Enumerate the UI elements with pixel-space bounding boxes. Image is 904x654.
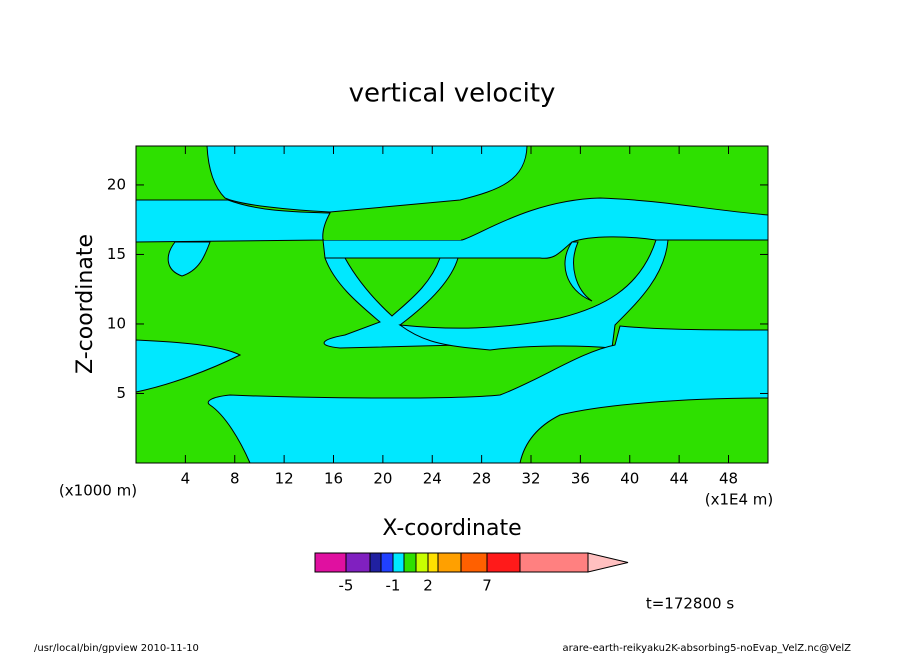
y-tick-label: 20 [107, 175, 126, 193]
x-tick-label: 36 [571, 470, 590, 488]
x-tick-label: 8 [230, 470, 240, 488]
x-tick-label: 4 [181, 470, 191, 488]
region-negative [398, 239, 669, 351]
region-negative [167, 241, 211, 277]
contour-field [135, 145, 769, 464]
colorbar: -5 -1 2 7 [314, 552, 629, 595]
colorbar-segment [392, 552, 405, 573]
colorbar-tick-label: 7 [482, 577, 492, 595]
colorbar-segment [403, 552, 417, 573]
colorbar-extension [587, 552, 629, 573]
x-tick-label: 48 [719, 470, 738, 488]
colorbar-segment [519, 552, 589, 573]
x-tick-label: 28 [472, 470, 491, 488]
y-tick-label: 15 [107, 245, 126, 263]
x-tick-label: 20 [373, 470, 392, 488]
colorbar-segment [460, 552, 488, 573]
y-tick-label: 5 [116, 384, 126, 402]
colorbar-segment [427, 552, 439, 573]
x-tick-label: 40 [620, 470, 639, 488]
x-tick-label: 32 [521, 470, 540, 488]
region-negative [135, 339, 242, 393]
y-unit-label: (x1000 m) [59, 482, 137, 500]
plot-frame [135, 145, 769, 464]
region-positive [324, 212, 461, 240]
colorbar-segment [437, 552, 462, 573]
time-label: t=172800 s [646, 595, 734, 613]
y-tick-label: 10 [107, 314, 126, 332]
x-unit-label: (x1E4 m) [705, 491, 774, 509]
region-negative [135, 199, 331, 243]
colorbar-tick-label: 2 [423, 577, 433, 595]
x-tick-label: 24 [423, 470, 442, 488]
footer-right: arare-earth-reikyaku2K-absorbing5-noEvap… [563, 643, 852, 654]
colorbar-segment [486, 552, 521, 573]
region-negative [206, 145, 528, 213]
chart-title: vertical velocity [349, 79, 556, 109]
colorbar-segment [345, 552, 371, 573]
colorbar-segment [380, 552, 394, 573]
y-axis-label: Z-coordinate [73, 234, 98, 374]
footer-left: /usr/local/bin/gpview 2010-11-10 [34, 643, 199, 654]
x-tick-label: 12 [275, 470, 294, 488]
colorbar-segment [369, 552, 382, 573]
colorbar-tick-label: -5 [339, 577, 354, 595]
colorbar-segment [415, 552, 429, 573]
region-negative [207, 325, 769, 464]
x-tick-label: 44 [670, 470, 689, 488]
region-negative [322, 197, 769, 259]
colorbar-segment [314, 552, 347, 573]
x-axis-label: X-coordinate [382, 516, 521, 541]
colorbar-tick-label: -1 [386, 577, 401, 595]
x-tick-label: 16 [324, 470, 343, 488]
region-negative [564, 241, 593, 302]
